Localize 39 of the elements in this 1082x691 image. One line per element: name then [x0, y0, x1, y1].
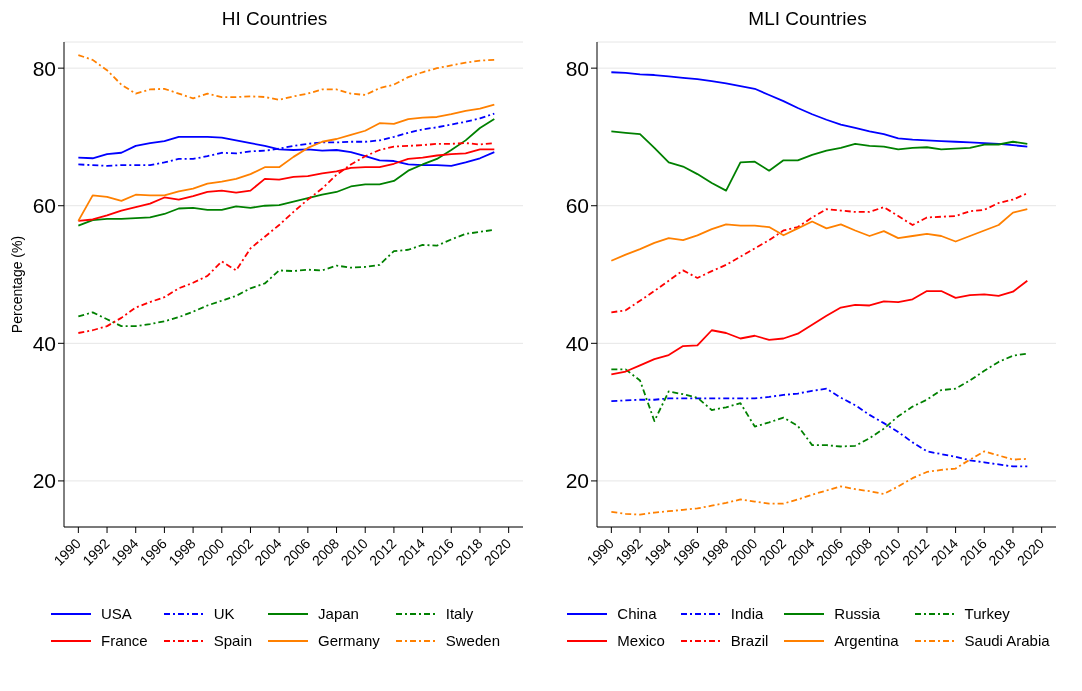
legend-label: Russia — [834, 605, 881, 622]
line-series — [610, 450, 1029, 516]
y-axis-title: Percentage (%) — [8, 235, 25, 334]
y-tick-label: 40 — [32, 331, 56, 355]
line-series — [610, 71, 1029, 148]
y-tick-label: 80 — [32, 56, 56, 80]
legend-label: Saudi Arabia — [964, 632, 1050, 649]
legend-label: Germany — [318, 632, 380, 649]
legend-label: China — [617, 605, 657, 622]
y-tick-label: 80 — [565, 56, 589, 80]
line-series — [77, 103, 496, 222]
line-series — [610, 279, 1029, 376]
legend-label: Mexico — [617, 632, 665, 649]
y-tick-label: 40 — [565, 331, 589, 355]
chart-title: HI Countries — [220, 8, 329, 31]
legend-label: Turkey — [964, 605, 1010, 622]
y-tick-label: 20 — [565, 469, 589, 493]
y-tick-label: 20 — [32, 469, 56, 493]
line-series — [77, 112, 496, 167]
legend-label: USA — [101, 605, 132, 622]
legend-label: India — [730, 605, 764, 622]
line-series — [610, 387, 1029, 468]
legend-label: Spain — [213, 632, 253, 649]
legend-label: France — [101, 632, 148, 649]
legend-label: Argentina — [834, 632, 899, 649]
legend-label: Brazil — [730, 632, 769, 649]
legend-label: Japan — [318, 605, 359, 622]
y-tick-label: 60 — [32, 194, 56, 218]
chart-title: MLI Countries — [747, 8, 868, 31]
line-series — [610, 192, 1029, 314]
line-series — [77, 54, 496, 101]
line-series — [610, 208, 1029, 262]
legend-label: UK — [213, 605, 235, 622]
legend-label: Italy — [445, 605, 474, 622]
y-tick-label: 60 — [565, 194, 589, 218]
legend-label: Sweden — [445, 632, 500, 649]
line-series — [610, 130, 1029, 192]
line-series — [610, 352, 1029, 448]
line-series — [77, 118, 496, 227]
